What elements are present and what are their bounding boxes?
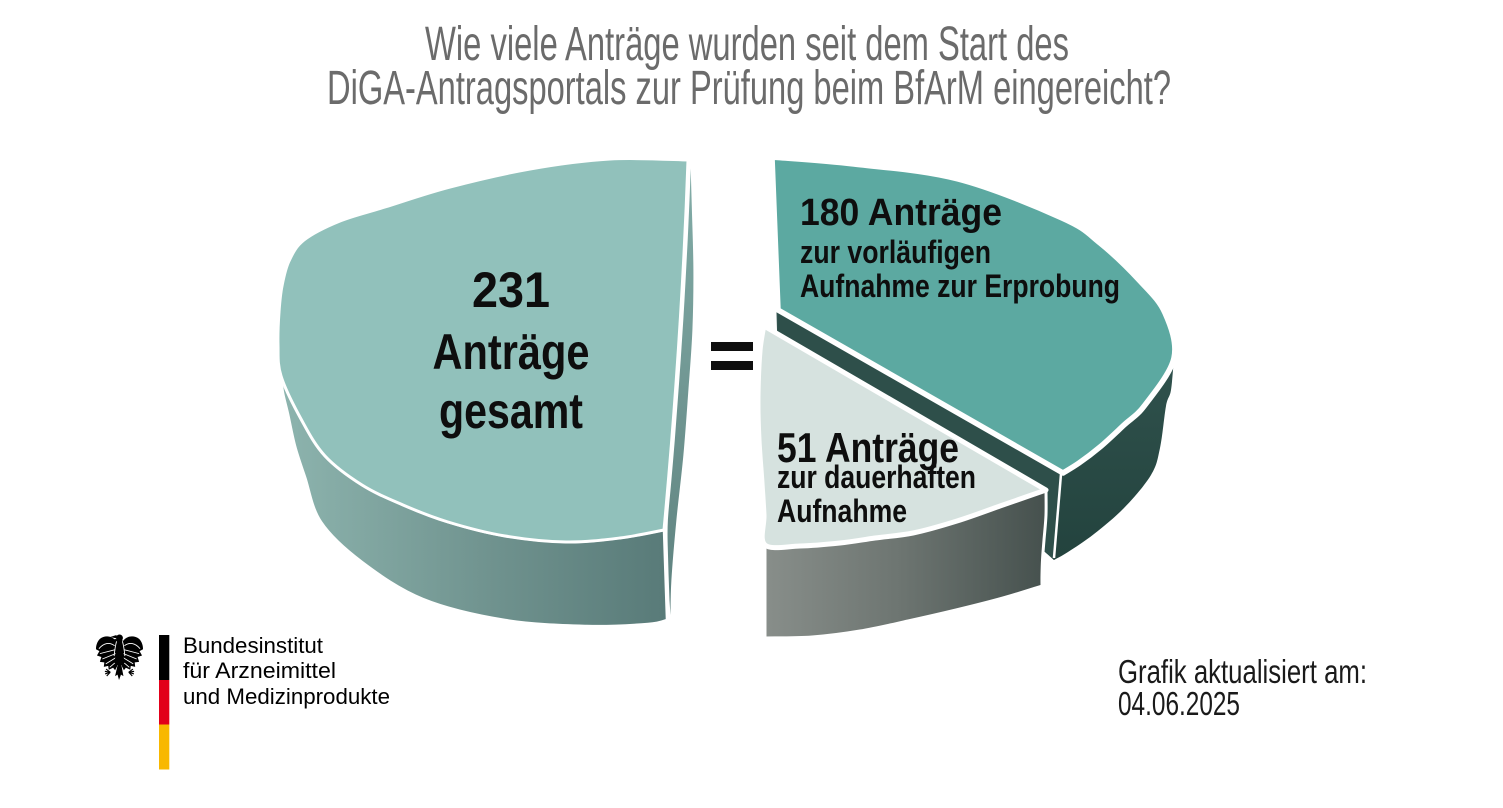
svg-text:DiGA-Antragsportals zur Prüfun: DiGA-Antragsportals zur Prüfung beim BfA… (327, 62, 1171, 115)
svg-text:Grafik aktualisiert am:: Grafik aktualisiert am: (1118, 653, 1367, 690)
svg-text:gesamt: gesamt (439, 383, 583, 439)
svg-text:Bundesinstitut: Bundesinstitut (183, 633, 323, 658)
svg-text:180 Anträge: 180 Anträge (800, 192, 1002, 234)
svg-text:231: 231 (472, 262, 550, 318)
svg-text:51 Anträge: 51 Anträge (777, 424, 959, 471)
svg-text:und Medizinprodukte: und Medizinprodukte (183, 684, 390, 709)
svg-text:zur dauerhaften: zur dauerhaften (777, 459, 976, 495)
svg-text:Aufnahme: Aufnahme (777, 493, 907, 529)
svg-text:Anträge: Anträge (433, 324, 590, 380)
svg-text:Aufnahme zur Erprobung: Aufnahme zur Erprobung (800, 268, 1120, 304)
svg-text:Wie viele Anträge wurden seit: Wie viele Anträge wurden seit dem Start … (425, 18, 1069, 71)
svg-text:04.06.2025: 04.06.2025 (1118, 685, 1240, 722)
svg-text:zur vorläufigen: zur vorläufigen (800, 234, 991, 270)
svg-text:für Arzneimittel: für Arzneimittel (183, 658, 336, 683)
